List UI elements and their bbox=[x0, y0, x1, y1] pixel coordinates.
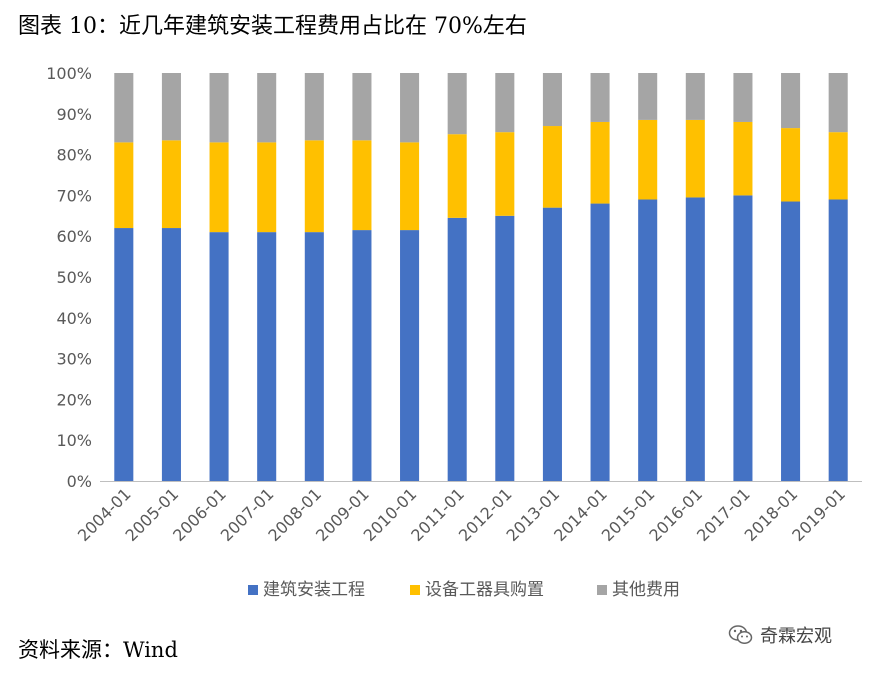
bar-segment-series-1 bbox=[161, 140, 181, 229]
bar-segment-series-1 bbox=[400, 142, 420, 231]
bar-segment-series-2 bbox=[400, 73, 420, 143]
bar-segment-series-1 bbox=[638, 119, 658, 200]
bar-segment-series-2 bbox=[828, 73, 848, 133]
bar-segment-series-0 bbox=[209, 232, 229, 481]
bar-segment-series-0 bbox=[114, 228, 134, 481]
bar-segment-series-0 bbox=[447, 217, 467, 481]
bar-segment-series-2 bbox=[685, 73, 705, 120]
bar-segment-series-2 bbox=[447, 73, 467, 135]
bar-segment-series-2 bbox=[352, 73, 372, 141]
bar-segment-series-2 bbox=[304, 73, 324, 141]
bar-segment-series-0 bbox=[495, 215, 515, 482]
bar-segment-series-2 bbox=[257, 73, 277, 143]
bar-segment-series-2 bbox=[542, 73, 562, 127]
bar-segment-series-2 bbox=[495, 73, 515, 133]
legend-swatch bbox=[410, 585, 420, 595]
y-tick-label: 70% bbox=[56, 186, 92, 205]
y-tick-label: 30% bbox=[56, 350, 92, 369]
y-tick-label: 100% bbox=[46, 64, 92, 83]
wechat-icon bbox=[728, 625, 753, 645]
bar-segment-series-2 bbox=[733, 73, 753, 122]
x-axis: 2004-012005-012006-012007-012008-012009-… bbox=[74, 484, 849, 545]
legend-label: 其他费用 bbox=[612, 580, 680, 600]
bar-segment-series-2 bbox=[590, 73, 610, 122]
bar-segment-series-0 bbox=[542, 207, 562, 481]
bar-segment-series-1 bbox=[257, 142, 277, 233]
x-tick-label: 2019-01 bbox=[788, 484, 849, 545]
bar-segment-series-1 bbox=[828, 132, 848, 200]
watermark-text: 奇霖宏观 bbox=[760, 626, 832, 647]
bar-segment-series-0 bbox=[781, 201, 801, 481]
bar-segment-series-1 bbox=[590, 121, 610, 204]
bar-segment-series-1 bbox=[114, 142, 134, 229]
bar-segment-series-1 bbox=[733, 121, 753, 196]
bar-segment-series-0 bbox=[590, 203, 610, 481]
chart-title: 图表 10：近几年建筑安装工程费用占比在 70%左右 bbox=[18, 14, 527, 39]
bar-segment-series-1 bbox=[781, 128, 801, 202]
bar-segment-series-1 bbox=[209, 142, 229, 233]
legend-label: 建筑安装工程 bbox=[263, 580, 365, 600]
bar-segment-series-1 bbox=[495, 132, 515, 216]
bar-segment-series-0 bbox=[161, 228, 181, 481]
y-tick-label: 0% bbox=[67, 472, 92, 491]
bar-segment-series-0 bbox=[685, 197, 705, 481]
bar-segment-series-1 bbox=[542, 126, 562, 208]
bar-segment-series-2 bbox=[638, 73, 658, 120]
y-tick-label: 60% bbox=[56, 227, 92, 246]
y-tick-label: 20% bbox=[56, 390, 92, 409]
y-tick-label: 40% bbox=[56, 309, 92, 328]
y-tick-label: 10% bbox=[56, 431, 92, 450]
bar-segment-series-0 bbox=[257, 232, 277, 481]
bar-segment-series-0 bbox=[352, 230, 372, 481]
watermark: 奇霖宏观 bbox=[728, 622, 832, 648]
y-tick-label: 50% bbox=[56, 268, 92, 287]
bar-segment-series-2 bbox=[781, 73, 801, 129]
bar-segment-series-0 bbox=[733, 195, 753, 481]
y-tick-label: 90% bbox=[56, 105, 92, 124]
bar-segment-series-2 bbox=[114, 73, 134, 143]
bar-segment-series-0 bbox=[828, 199, 848, 482]
bar-segment-series-0 bbox=[400, 230, 420, 481]
legend-swatch bbox=[597, 585, 607, 595]
source-note: 资料来源：Wind bbox=[18, 638, 178, 662]
bar-segment-series-1 bbox=[352, 140, 372, 231]
y-axis: 0% 10% 20% 30% 40% 50% 60% 70% 80% 90% 100% bbox=[46, 64, 92, 491]
bar-segment-series-2 bbox=[209, 73, 229, 143]
legend-label: 设备工器具购置 bbox=[425, 580, 544, 600]
bar-segment-series-0 bbox=[638, 199, 658, 482]
bars-group bbox=[114, 73, 848, 482]
y-tick-label: 80% bbox=[56, 146, 92, 165]
legend: 建筑安装工程 设备工器具购置 其他费用 bbox=[248, 580, 680, 600]
bar-segment-series-1 bbox=[685, 119, 705, 198]
bar-segment-series-1 bbox=[304, 140, 324, 233]
bar-segment-series-2 bbox=[161, 73, 181, 141]
legend-swatch bbox=[248, 585, 258, 595]
bar-segment-series-1 bbox=[447, 134, 467, 218]
bar-segment-series-0 bbox=[304, 232, 324, 481]
